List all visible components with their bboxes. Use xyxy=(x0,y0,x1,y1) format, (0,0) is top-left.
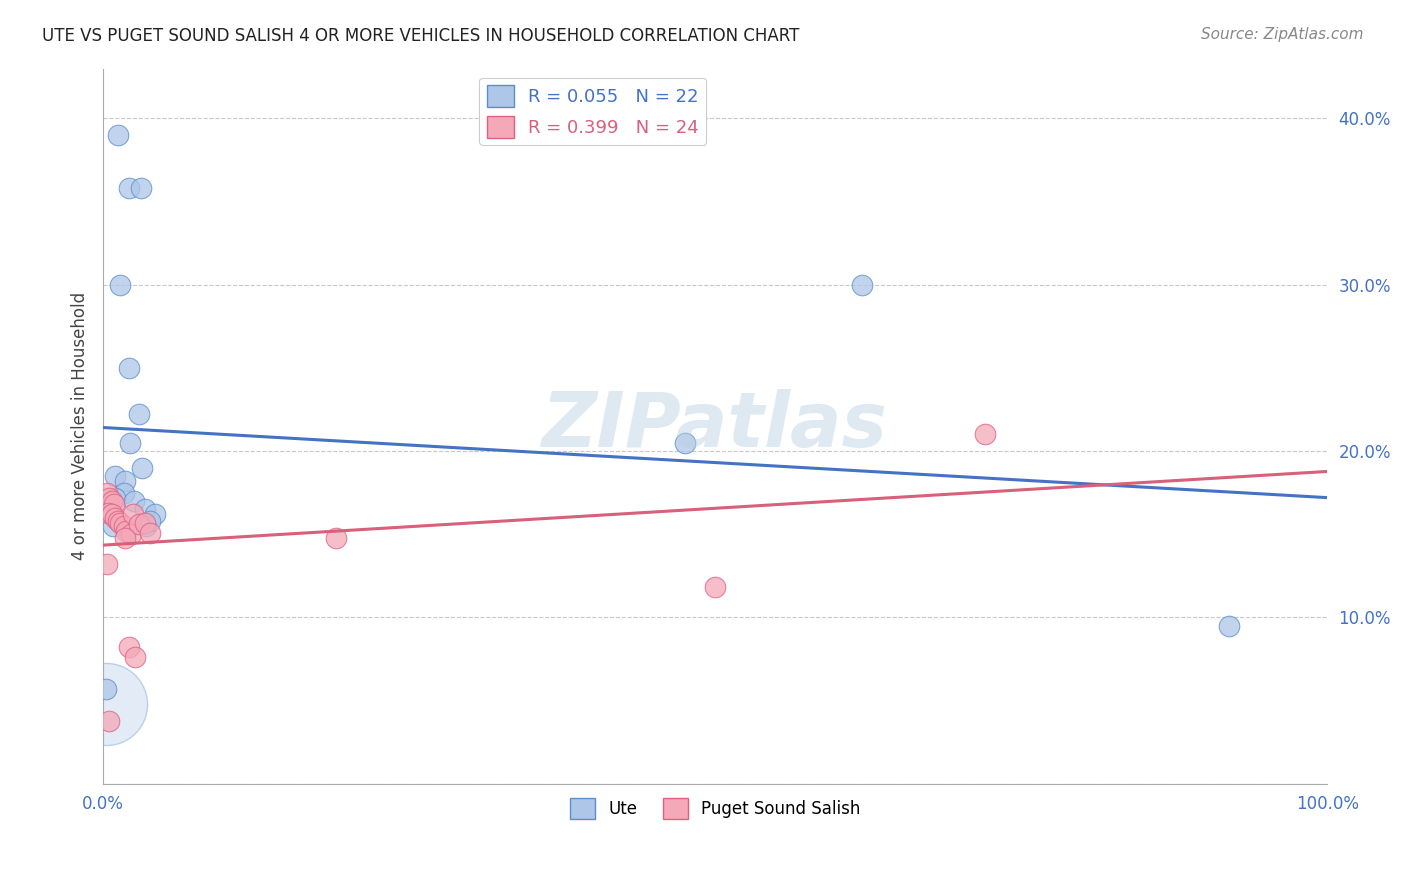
Point xyxy=(128,408,150,422)
Point xyxy=(107,514,129,528)
Point xyxy=(96,557,118,571)
Point xyxy=(134,502,156,516)
Point xyxy=(138,525,160,540)
Point xyxy=(104,510,127,524)
Point xyxy=(114,474,136,488)
Point xyxy=(100,508,122,522)
Point xyxy=(673,435,696,450)
Text: ZIPatlas: ZIPatlas xyxy=(543,389,889,463)
Point xyxy=(100,494,122,508)
Point xyxy=(135,519,157,533)
Point xyxy=(1218,618,1240,632)
Point xyxy=(118,360,141,375)
Point xyxy=(138,514,160,528)
Point xyxy=(104,469,127,483)
Point xyxy=(129,181,152,195)
Point xyxy=(704,581,727,595)
Point xyxy=(107,128,129,142)
Point xyxy=(143,508,166,522)
Point xyxy=(110,516,132,530)
Point xyxy=(122,494,145,508)
Point xyxy=(124,650,146,665)
Point xyxy=(973,427,995,442)
Point xyxy=(131,460,153,475)
Text: UTE VS PUGET SOUND SALISH 4 OR MORE VEHICLES IN HOUSEHOLD CORRELATION CHART: UTE VS PUGET SOUND SALISH 4 OR MORE VEHI… xyxy=(42,27,800,45)
Point xyxy=(134,516,156,530)
Y-axis label: 4 or more Vehicles in Household: 4 or more Vehicles in Household xyxy=(72,292,89,560)
Point xyxy=(98,714,121,728)
Point xyxy=(110,277,132,292)
Point xyxy=(94,681,117,696)
Point xyxy=(97,506,120,520)
Point xyxy=(94,697,117,711)
Point xyxy=(96,485,118,500)
Point xyxy=(118,640,141,655)
Point xyxy=(101,519,124,533)
Point xyxy=(112,519,135,533)
Point xyxy=(114,531,136,545)
Point xyxy=(325,531,347,545)
Point xyxy=(120,435,142,450)
Text: Source: ZipAtlas.com: Source: ZipAtlas.com xyxy=(1201,27,1364,42)
Point xyxy=(103,497,125,511)
Point xyxy=(120,527,142,541)
Point xyxy=(115,524,138,538)
Point xyxy=(851,277,873,292)
Point xyxy=(128,517,150,532)
Point xyxy=(118,181,141,195)
Legend: Ute, Puget Sound Salish: Ute, Puget Sound Salish xyxy=(564,792,868,825)
Point xyxy=(121,508,143,522)
Point xyxy=(112,485,135,500)
Point xyxy=(98,491,121,505)
Point xyxy=(104,491,127,505)
